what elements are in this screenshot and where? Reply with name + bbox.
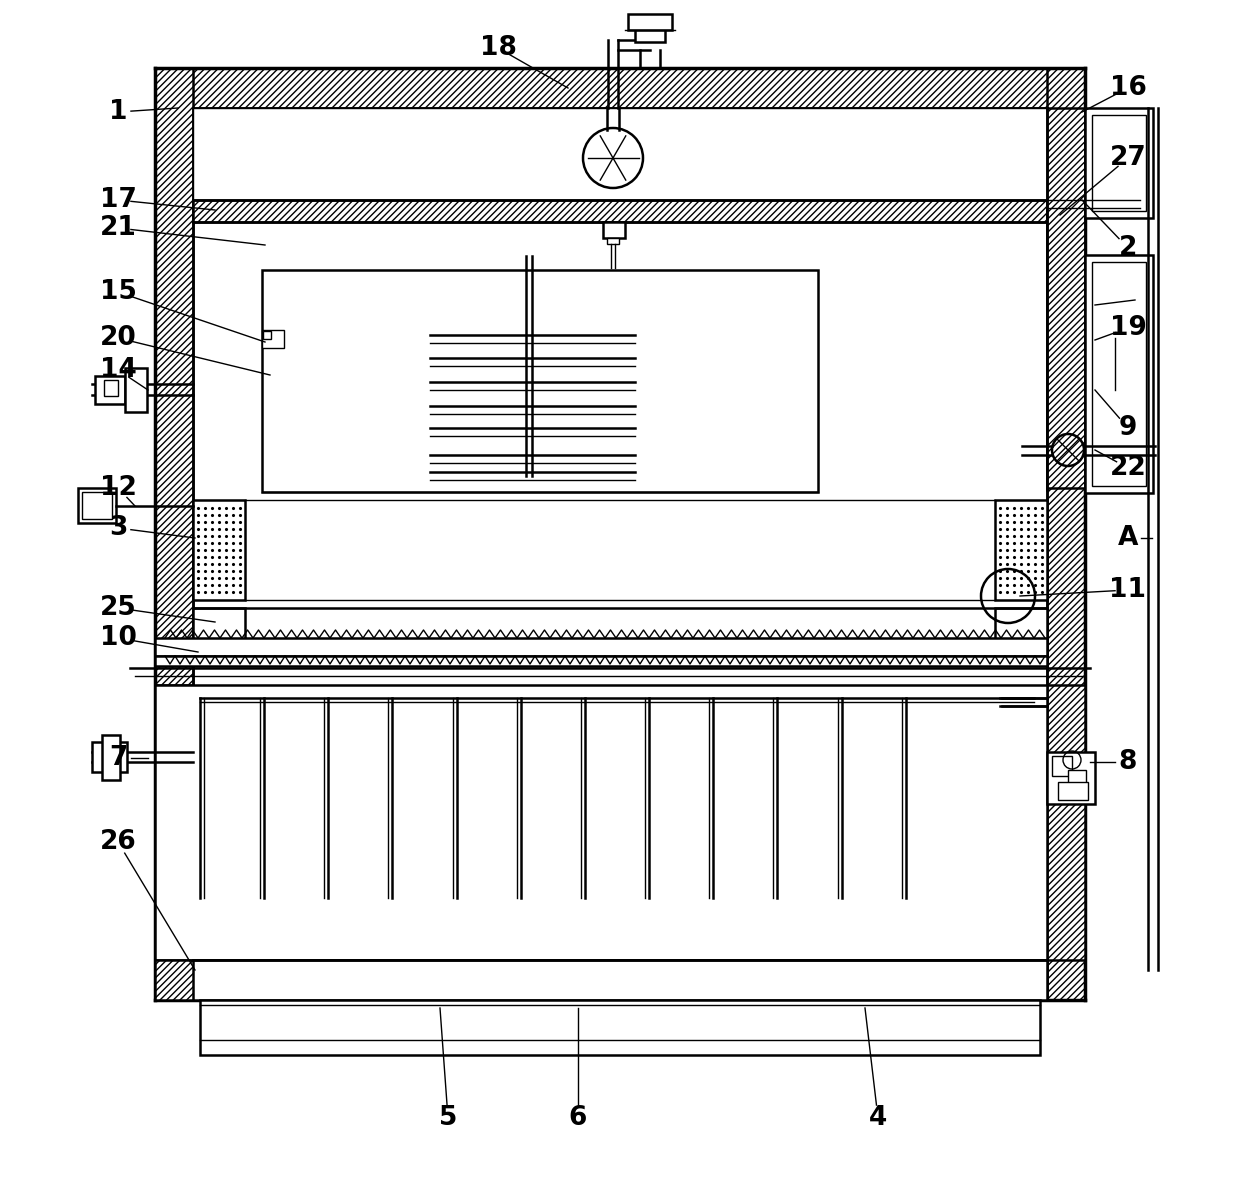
- Text: 11: 11: [1110, 576, 1147, 603]
- Text: 5: 5: [439, 1105, 458, 1131]
- Bar: [155, 960, 1047, 1000]
- Bar: [193, 960, 1047, 1000]
- Text: A: A: [1117, 525, 1138, 551]
- Bar: [1092, 116, 1146, 211]
- Bar: [994, 500, 1047, 600]
- Bar: [1047, 685, 1085, 960]
- Text: 17: 17: [99, 187, 136, 213]
- Text: 19: 19: [1110, 314, 1147, 341]
- Bar: [627, 14, 672, 30]
- Bar: [155, 960, 1085, 1000]
- Bar: [1092, 262, 1146, 486]
- Bar: [262, 270, 818, 492]
- Text: 18: 18: [480, 35, 516, 61]
- Text: 9: 9: [1118, 414, 1137, 441]
- Bar: [193, 108, 1047, 202]
- Bar: [263, 331, 272, 339]
- Bar: [1052, 756, 1073, 777]
- Text: 10: 10: [99, 625, 136, 651]
- Bar: [125, 368, 148, 412]
- Text: 6: 6: [569, 1105, 588, 1131]
- Bar: [1047, 108, 1085, 488]
- Bar: [1047, 68, 1085, 1000]
- Bar: [608, 238, 619, 244]
- Bar: [1058, 782, 1087, 800]
- Text: 1: 1: [109, 99, 128, 125]
- Bar: [155, 68, 193, 1000]
- Bar: [92, 742, 126, 772]
- Bar: [635, 29, 665, 42]
- Text: 27: 27: [1110, 145, 1146, 172]
- Text: 3: 3: [109, 515, 128, 541]
- Bar: [78, 488, 117, 523]
- Text: 16: 16: [1110, 75, 1147, 101]
- Bar: [155, 638, 1047, 656]
- Bar: [193, 607, 246, 656]
- Text: 21: 21: [99, 216, 136, 241]
- Bar: [193, 500, 246, 600]
- Bar: [155, 68, 1085, 108]
- Text: 8: 8: [1118, 749, 1137, 775]
- Text: 25: 25: [99, 596, 136, 621]
- Text: 14: 14: [99, 357, 136, 384]
- Text: 2: 2: [1118, 235, 1137, 261]
- Text: 12: 12: [99, 475, 136, 501]
- Bar: [1068, 771, 1086, 784]
- Bar: [102, 735, 120, 780]
- Bar: [155, 685, 1047, 960]
- Bar: [200, 1000, 1040, 1055]
- Bar: [82, 492, 112, 519]
- Text: 22: 22: [1110, 455, 1146, 481]
- Text: 7: 7: [109, 746, 128, 771]
- Bar: [104, 380, 118, 395]
- Bar: [994, 607, 1047, 656]
- Bar: [603, 222, 625, 238]
- Bar: [262, 330, 284, 348]
- Text: 20: 20: [99, 325, 136, 351]
- Bar: [155, 656, 1047, 666]
- Text: 26: 26: [99, 829, 136, 855]
- Text: 4: 4: [869, 1105, 887, 1131]
- Text: 15: 15: [99, 279, 136, 305]
- Bar: [1085, 108, 1153, 218]
- Bar: [95, 376, 125, 404]
- Bar: [1085, 255, 1153, 493]
- Bar: [155, 685, 193, 960]
- Bar: [193, 200, 1047, 222]
- Bar: [1047, 752, 1095, 804]
